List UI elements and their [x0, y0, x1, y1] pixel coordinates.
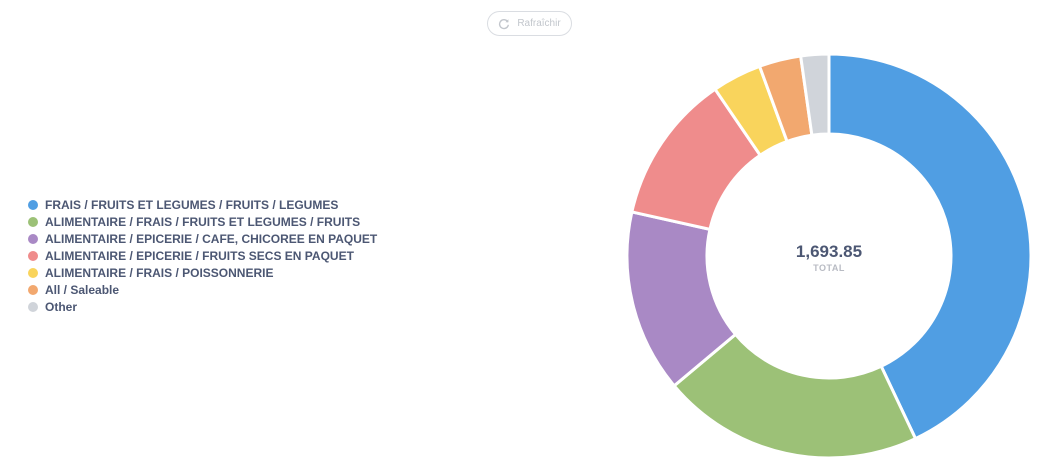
- total-label: TOTAL: [813, 263, 845, 273]
- legend-item[interactable]: Other: [28, 298, 377, 315]
- legend-item[interactable]: ALIMENTAIRE / EPICERIE / CAFE, CHICOREE …: [28, 230, 377, 247]
- donut-slices: [625, 52, 1033, 460]
- donut-slice[interactable]: [798, 52, 831, 137]
- legend-color-dot: [28, 267, 38, 278]
- legend-color-dot: [28, 284, 38, 295]
- donut-chart: 1,693.85 TOTAL: [600, 30, 1060, 471]
- donut-slice[interactable]: [827, 52, 1033, 441]
- legend-label: ALIMENTAIRE / FRAIS / FRUITS ET LEGUMES …: [45, 214, 361, 229]
- legend-item[interactable]: ALIMENTAIRE / FRAIS / FRUITS ET LEGUMES …: [28, 213, 377, 230]
- donut-slice[interactable]: [672, 332, 918, 460]
- chart-legend: FRAIS / FRUITS ET LEGUMES / FRUITS / LEG…: [28, 196, 377, 315]
- legend-item[interactable]: FRAIS / FRUITS ET LEGUMES / FRUITS / LEG…: [28, 196, 377, 213]
- legend-item[interactable]: ALIMENTAIRE / EPICERIE / FRUITS SECS EN …: [28, 247, 377, 264]
- legend-color-dot: [28, 199, 38, 210]
- legend-color-dot: [28, 216, 38, 227]
- refresh-label: Rafraîchir: [517, 18, 561, 29]
- refresh-icon: [498, 18, 510, 30]
- legend-label: Other: [45, 299, 78, 314]
- legend-color-dot: [28, 233, 38, 244]
- legend-label: ALIMENTAIRE / EPICERIE / CAFE, CHICOREE …: [45, 231, 378, 246]
- legend-color-dot: [28, 250, 38, 261]
- legend-color-dot: [28, 301, 38, 312]
- legend-label: ALIMENTAIRE / FRAIS / POISSONNERIE: [45, 265, 274, 280]
- legend-label: ALIMENTAIRE / EPICERIE / FRUITS SECS EN …: [45, 248, 354, 263]
- legend-item[interactable]: ALIMENTAIRE / FRAIS / POISSONNERIE: [28, 264, 377, 281]
- legend-label: FRAIS / FRUITS ET LEGUMES / FRUITS / LEG…: [45, 197, 339, 212]
- donut-chart-svg: 1,693.85 TOTAL: [625, 52, 1033, 460]
- refresh-button[interactable]: Rafraîchir: [487, 11, 572, 36]
- legend-item[interactable]: All / Saleable: [28, 281, 377, 298]
- legend-label: All / Saleable: [45, 282, 120, 297]
- total-value: 1,693.85: [796, 242, 862, 261]
